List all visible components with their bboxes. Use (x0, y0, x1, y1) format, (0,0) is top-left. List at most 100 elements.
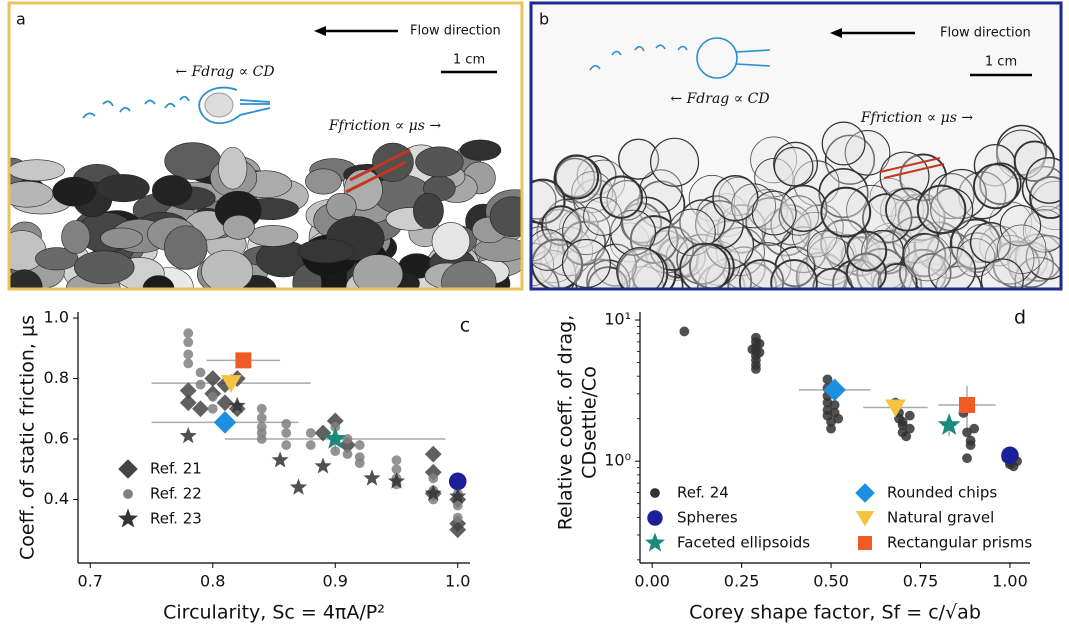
frame-b (529, 1, 1063, 291)
rock (151, 175, 193, 207)
point (829, 400, 840, 410)
y-tick-label: 10¹ (604, 310, 631, 329)
bead (820, 186, 872, 238)
point (449, 521, 467, 539)
photo-b (532, 4, 1060, 288)
bead (1025, 234, 1060, 280)
particle (204, 92, 234, 118)
bead (885, 187, 930, 232)
photo-a (10, 4, 521, 288)
bead (844, 129, 891, 176)
legend-label: Faceted ellipsoids (677, 534, 810, 552)
point (904, 410, 915, 421)
point (195, 379, 206, 390)
y-tick-label: 0.8 (44, 368, 69, 387)
bead (555, 157, 596, 198)
point (354, 458, 365, 469)
x-tick-label: 0.25 (724, 572, 760, 591)
bead (617, 138, 660, 180)
rock (52, 176, 97, 207)
bead (773, 146, 814, 187)
legend-marker (118, 459, 138, 479)
bead (1013, 140, 1056, 183)
point (235, 352, 252, 369)
point (969, 423, 980, 434)
drag-icon (82, 86, 271, 124)
x-tick-label: 0.8 (200, 572, 225, 591)
rock (10, 159, 65, 182)
point (216, 394, 234, 412)
drag-label: ← Fdrag ∝ CD (670, 91, 769, 107)
bead (997, 224, 1047, 274)
point (289, 478, 308, 495)
arrow-head (314, 26, 326, 36)
x-tick-label: 0.75 (903, 572, 939, 591)
point (428, 473, 439, 484)
legend-marker (855, 511, 875, 527)
legend-label: Natural gravel (887, 509, 994, 527)
point (183, 358, 194, 369)
legend-marker (858, 536, 872, 550)
legend-label: Ref. 23 (150, 510, 202, 528)
bead (824, 134, 876, 185)
bead (561, 220, 607, 266)
bead (532, 229, 569, 271)
bead (609, 222, 650, 263)
rock (201, 250, 254, 288)
point (256, 428, 267, 438)
bead (650, 137, 700, 187)
legend-marker (645, 532, 665, 552)
point (179, 427, 197, 444)
rock (100, 227, 143, 249)
bead (1025, 157, 1060, 204)
legend-label: Spheres (677, 509, 738, 527)
point (937, 413, 961, 435)
x-tick-label: 0.00 (634, 572, 670, 591)
point (679, 326, 690, 337)
point (965, 440, 976, 451)
legend-marker (650, 488, 660, 498)
point (901, 431, 912, 442)
point (228, 396, 246, 413)
point (342, 449, 353, 460)
rock (305, 168, 342, 195)
rock (35, 247, 79, 271)
rock (413, 192, 444, 229)
bead (639, 169, 683, 213)
legend-marker (647, 510, 663, 526)
friction-label: Ffriction ∝ μs → (328, 118, 442, 134)
friction-arrows (345, 148, 411, 194)
panel-letter: a (16, 10, 26, 29)
point (962, 453, 972, 464)
point (281, 418, 292, 429)
bead (911, 253, 952, 288)
point (183, 328, 194, 339)
point (959, 397, 976, 414)
frame-a (7, 1, 524, 291)
panel-letter: c (460, 315, 470, 337)
rock (441, 260, 497, 288)
x-tick-label: 0.7 (78, 572, 103, 591)
rock (415, 146, 464, 178)
panel-letter: b (539, 10, 549, 29)
point (281, 440, 292, 450)
bead (561, 238, 611, 288)
legend-label: Ref. 21 (150, 460, 202, 478)
bead (846, 184, 897, 236)
bead (821, 121, 866, 166)
bead (846, 230, 888, 272)
bead (979, 162, 1022, 205)
legend-marker (123, 489, 133, 499)
y-tick-label: 1.0 (44, 308, 69, 327)
point (271, 451, 289, 468)
point (822, 374, 833, 385)
arrow-head (830, 28, 842, 38)
point (195, 367, 206, 378)
bead (770, 259, 818, 288)
drag-icon (589, 37, 771, 79)
point (826, 423, 836, 434)
rock (61, 220, 91, 254)
scale-label: 1 cm (985, 55, 1017, 70)
bead (738, 259, 785, 288)
